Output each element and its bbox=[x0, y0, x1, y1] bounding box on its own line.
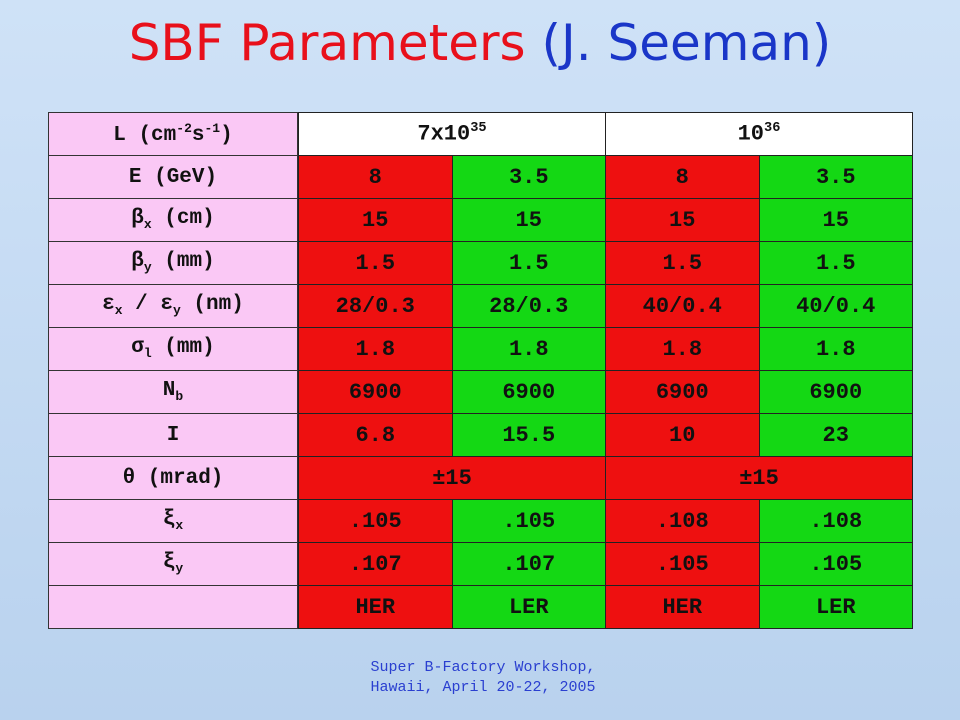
parameter-labels: L (cm-2s-1) E (GeV) βx (cm) βy (mm) εx /… bbox=[48, 112, 298, 629]
cell: 1.8 bbox=[605, 327, 760, 371]
label-sigma-l: σl (mm) bbox=[48, 327, 298, 371]
cell: 3.5 bbox=[758, 155, 913, 199]
cell: HER bbox=[605, 585, 760, 629]
cell: 15 bbox=[451, 198, 606, 242]
footer: Super B-Factory Workshop, Hawaii, April … bbox=[318, 658, 648, 698]
cell: .107 bbox=[298, 542, 453, 586]
cell: 6.8 bbox=[298, 413, 453, 457]
label-xi-y: ξy bbox=[48, 542, 298, 586]
title-main: SBF Parameters bbox=[128, 14, 526, 72]
cell: LER bbox=[451, 585, 606, 629]
footer-line-1: Super B-Factory Workshop, bbox=[370, 659, 596, 676]
cell: ±15 bbox=[298, 456, 606, 500]
cell: 28/0.3 bbox=[451, 284, 606, 328]
cell: .108 bbox=[605, 499, 760, 543]
cell: 1.5 bbox=[451, 241, 606, 285]
cell: 6900 bbox=[451, 370, 606, 414]
cell: 1.5 bbox=[605, 241, 760, 285]
cell: 6900 bbox=[758, 370, 913, 414]
page-title: SBF Parameters (J. Seeman) bbox=[0, 14, 960, 72]
cell: .105 bbox=[298, 499, 453, 543]
cell: 6900 bbox=[605, 370, 760, 414]
footer-line-2: Hawaii, April 20-22, 2005 bbox=[370, 679, 596, 696]
cell: 23 bbox=[758, 413, 913, 457]
cell: ±15 bbox=[605, 456, 913, 500]
row-xi-x: .105 .105 .108 .108 bbox=[298, 499, 913, 543]
cell: 1.5 bbox=[758, 241, 913, 285]
cell: .105 bbox=[605, 542, 760, 586]
row-energy: 8 3.5 8 3.5 bbox=[298, 155, 913, 199]
label-emittance: εx / εy (nm) bbox=[48, 284, 298, 328]
row-beta-x: 15 15 15 15 bbox=[298, 198, 913, 242]
cell: HER bbox=[298, 585, 453, 629]
title-author: (J. Seeman) bbox=[541, 14, 832, 72]
row-xi-y: .107 .107 .105 .105 bbox=[298, 542, 913, 586]
cell: 15 bbox=[298, 198, 453, 242]
cell: .108 bbox=[758, 499, 913, 543]
row-ring: HER LER HER LER bbox=[298, 585, 913, 629]
label-theta: θ (mrad) bbox=[48, 456, 298, 500]
cell: 28/0.3 bbox=[298, 284, 453, 328]
cell: 1.5 bbox=[298, 241, 453, 285]
row-n-b: 6900 6900 6900 6900 bbox=[298, 370, 913, 414]
cell: LER bbox=[758, 585, 913, 629]
cell: 15.5 bbox=[451, 413, 606, 457]
cell: 1.8 bbox=[758, 327, 913, 371]
label-energy: E (GeV) bbox=[48, 155, 298, 199]
row-emittance: 28/0.3 28/0.3 40/0.4 40/0.4 bbox=[298, 284, 913, 328]
row-theta: ±15 ±15 bbox=[298, 456, 913, 500]
label-beta-y: βy (mm) bbox=[48, 241, 298, 285]
cell: 15 bbox=[605, 198, 760, 242]
header-lum-1e36: 1036 bbox=[605, 112, 913, 156]
cell: .105 bbox=[758, 542, 913, 586]
label-current: I bbox=[48, 413, 298, 457]
parameter-values: 7x1035 1036 8 3.5 8 3.5 15 15 15 15 1.5 … bbox=[298, 112, 913, 629]
cell: 1.8 bbox=[298, 327, 453, 371]
row-beta-y: 1.5 1.5 1.5 1.5 bbox=[298, 241, 913, 285]
cell: 15 bbox=[758, 198, 913, 242]
header-lum-7e35: 7x1035 bbox=[298, 112, 606, 156]
label-luminosity: L (cm-2s-1) bbox=[48, 112, 298, 156]
row-sigma-l: 1.8 1.8 1.8 1.8 bbox=[298, 327, 913, 371]
row-current: 6.8 15.5 10 23 bbox=[298, 413, 913, 457]
cell: .107 bbox=[451, 542, 606, 586]
cell: 8 bbox=[605, 155, 760, 199]
cell: 3.5 bbox=[451, 155, 606, 199]
label-n-b: Nb bbox=[48, 370, 298, 414]
cell: 6900 bbox=[298, 370, 453, 414]
cell: 1.8 bbox=[451, 327, 606, 371]
cell: 10 bbox=[605, 413, 760, 457]
label-xi-x: ξx bbox=[48, 499, 298, 543]
cell: 40/0.4 bbox=[605, 284, 760, 328]
label-beta-x: βx (cm) bbox=[48, 198, 298, 242]
cell: 8 bbox=[298, 155, 453, 199]
cell: .105 bbox=[451, 499, 606, 543]
label-ring bbox=[48, 585, 298, 629]
cell: 40/0.4 bbox=[758, 284, 913, 328]
